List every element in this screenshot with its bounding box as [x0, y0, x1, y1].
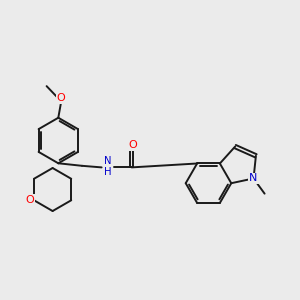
Text: N
H: N H [104, 156, 112, 177]
Text: O: O [56, 93, 65, 103]
Text: O: O [128, 140, 137, 150]
Text: O: O [26, 195, 34, 205]
Text: N: N [249, 173, 258, 184]
